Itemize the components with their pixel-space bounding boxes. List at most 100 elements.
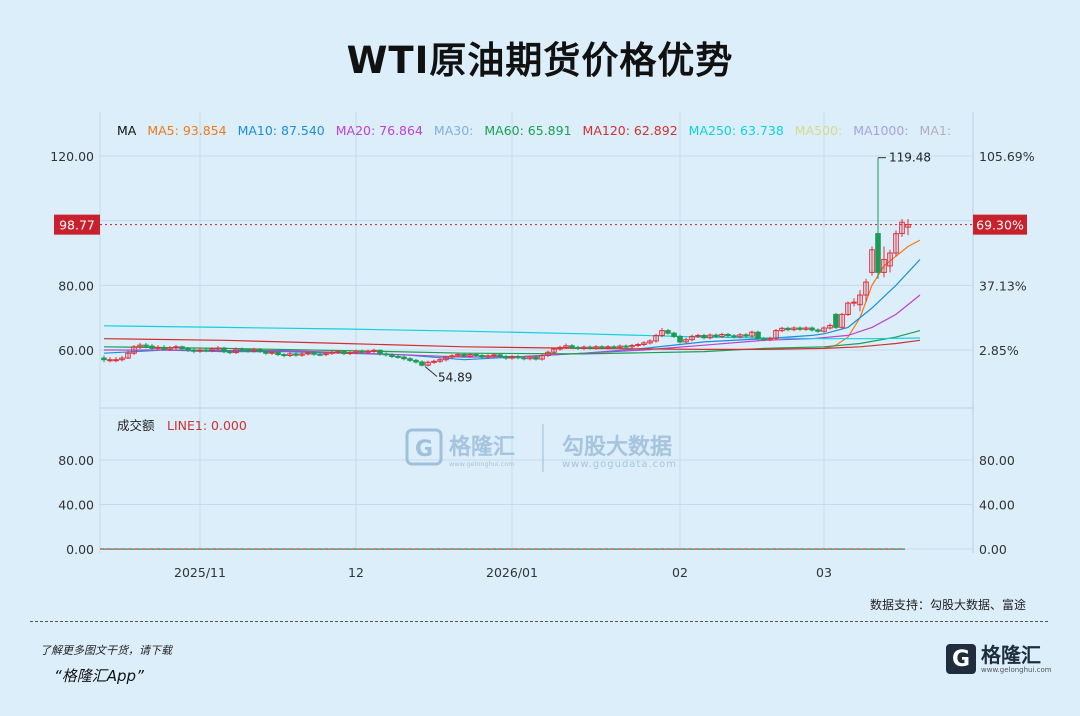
candle-body <box>641 342 647 346</box>
candle-body <box>209 348 215 352</box>
candle-body <box>737 334 743 338</box>
candle-body <box>173 346 179 349</box>
volume-tick-label-left: 80.00 <box>58 453 94 468</box>
candle-body <box>341 351 347 355</box>
current-pct-label: 69.30% <box>976 218 1024 233</box>
candle-body <box>545 351 551 356</box>
candle-body <box>857 294 863 306</box>
ma-legend-item: MA500: <box>795 123 842 138</box>
candle-body <box>119 357 125 361</box>
max-label: 119.48 <box>889 151 931 165</box>
candle-body <box>431 360 437 363</box>
candle-body <box>815 329 821 332</box>
candle-body <box>719 333 725 337</box>
candle-body <box>563 345 569 348</box>
ma-line-ma250 <box>103 325 921 340</box>
footer-note: 了解更多图文干货，请下载 <box>40 644 172 657</box>
x-tick-label: 02 <box>672 565 688 580</box>
candle-body <box>593 346 599 349</box>
volume-tick-label-right: 40.00 <box>979 498 1015 513</box>
candle-body <box>671 332 677 337</box>
candle-body <box>905 224 911 228</box>
candle-body <box>467 354 473 357</box>
candle-body <box>713 334 719 337</box>
candle-body <box>185 348 191 351</box>
candle-body <box>689 335 695 341</box>
candle-body <box>605 346 611 349</box>
candle-body <box>251 348 257 352</box>
candle-body <box>527 356 533 360</box>
candle-body <box>683 339 689 343</box>
candle-body <box>311 352 317 355</box>
candle-body <box>491 354 497 357</box>
candle-body <box>845 302 851 315</box>
brand-text: 格隆汇 www.gelonghui.com <box>981 644 1052 674</box>
ma-line-ma120 <box>103 338 921 350</box>
current-price-label: 98.77 <box>59 218 95 233</box>
candle-body <box>149 345 155 349</box>
candle-body <box>731 335 737 338</box>
candle-body <box>395 355 401 358</box>
candle-body <box>629 344 635 348</box>
candle-body <box>773 330 779 339</box>
ma-legend-item: MA1000: <box>853 123 908 138</box>
ma-legend-item: MA5: 93.854 <box>147 123 226 138</box>
ma-legend-item: MA1: <box>920 123 952 138</box>
candle-body <box>839 313 845 328</box>
current-price-badge <box>54 214 100 235</box>
candle-body <box>305 352 311 355</box>
candle-body <box>503 355 509 359</box>
candle-body <box>455 354 461 357</box>
candle-body <box>497 354 503 357</box>
ma-legend-item: MA10: 87.540 <box>238 123 325 138</box>
candle-body <box>767 337 773 341</box>
y-tick-label-right: 37.13% <box>979 278 1027 293</box>
candle-body <box>353 350 359 354</box>
candle-body <box>725 333 731 337</box>
candle-body <box>107 359 113 362</box>
candle-body <box>569 345 575 348</box>
candle-body <box>245 349 251 352</box>
candle-body <box>443 356 449 361</box>
candle-body <box>599 346 605 349</box>
ma-legend-item: MA120: 62.892 <box>583 123 678 138</box>
candlestick-chart: 2025/11 12 2026/01 02 03 120.00 105.69% 80.00 37… <box>0 112 1080 602</box>
candle-body <box>617 345 623 348</box>
brand-logo-icon: G <box>946 644 976 674</box>
candle-body <box>611 346 617 349</box>
candle-body <box>221 347 227 353</box>
candle-body <box>881 258 887 273</box>
y-tick-label-right: 105.69% <box>979 149 1035 164</box>
watermark-gelonghui-url: www.gelonghui.com <box>449 460 515 468</box>
candle-body <box>665 330 671 334</box>
candle-body <box>143 344 149 347</box>
x-tick-label: 03 <box>816 565 832 580</box>
candle-body <box>377 349 383 355</box>
x-tick-label: 2026/01 <box>486 565 538 580</box>
candle-body <box>863 281 869 296</box>
candle-body <box>761 338 767 341</box>
candle-body <box>821 327 827 332</box>
candle-body <box>803 327 809 330</box>
candle-body <box>791 327 797 331</box>
candle-body <box>521 357 527 360</box>
candle-body <box>887 252 893 267</box>
candle-body <box>743 334 749 337</box>
candle-body <box>275 351 281 356</box>
candle-body <box>371 349 377 352</box>
y-tick-label-right: 2.85% <box>979 343 1019 358</box>
ma-legend-item: MA60: 65.891 <box>484 123 571 138</box>
candle-body <box>203 349 209 352</box>
candle-body <box>155 346 161 349</box>
candle-body <box>533 356 539 360</box>
candle-body <box>551 348 557 353</box>
candle-body <box>581 346 587 349</box>
candle-body <box>653 334 659 342</box>
candle-body <box>575 346 581 349</box>
ma-line-ma10 <box>103 259 921 361</box>
footer-divider <box>30 621 1048 622</box>
candle-body <box>473 354 479 357</box>
y-tick-label-left: 120.00 <box>50 149 94 164</box>
candle-body <box>797 327 803 330</box>
candle-body <box>317 353 323 356</box>
